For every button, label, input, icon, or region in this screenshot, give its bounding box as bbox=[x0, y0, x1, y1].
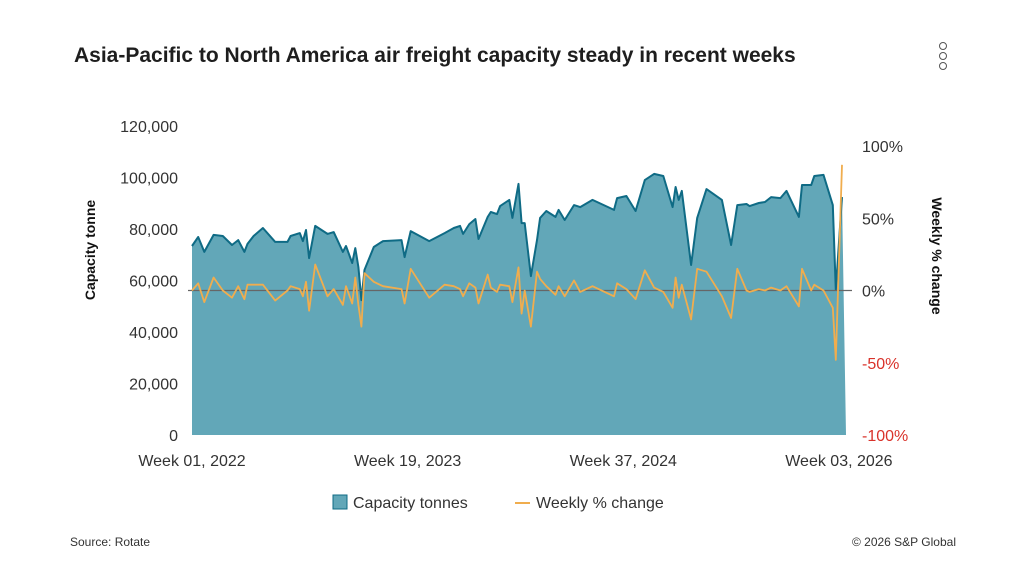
x-tick-label: Week 37, 2024 bbox=[570, 453, 677, 470]
capacity-line bbox=[191, 172, 843, 302]
source-note: Source: Rotate bbox=[70, 535, 151, 549]
legend-label-capacity: Capacity tonnes bbox=[353, 495, 468, 512]
y-right-axis-title: Weekly % change bbox=[929, 197, 945, 314]
y-right-tick-label: 100% bbox=[862, 139, 903, 156]
more-options-icon[interactable] bbox=[936, 42, 950, 70]
y-left-tick-label: 80,000 bbox=[129, 222, 178, 239]
y-left-axis-title: Capacity tonne bbox=[82, 200, 98, 301]
y-left-tick-label: 60,000 bbox=[129, 274, 178, 291]
chart-title: Asia-Pacific to North America air freigh… bbox=[74, 44, 796, 67]
copyright: © 2026 S&P Global bbox=[851, 535, 956, 549]
x-tick-label: Week 01, 2022 bbox=[138, 453, 245, 470]
y-right-tick-label: 0% bbox=[862, 284, 885, 301]
y-left-tick-label: 100,000 bbox=[120, 171, 178, 188]
y-right-tick-label: -50% bbox=[862, 356, 899, 373]
y-left-tick-label: 0 bbox=[169, 428, 178, 445]
legend-label-weekly-change: Weekly % change bbox=[536, 495, 664, 512]
x-tick-label: Week 19, 2023 bbox=[354, 453, 461, 470]
y-left-tick-label: 120,000 bbox=[120, 119, 178, 136]
y-right-tick-label: 50% bbox=[862, 211, 894, 228]
y-left-tick-label: 20,000 bbox=[129, 377, 178, 394]
capacity-area bbox=[192, 173, 846, 435]
x-tick-label: Week 03, 2026 bbox=[785, 453, 892, 470]
weekly-change-line bbox=[191, 164, 843, 361]
y-left-tick-label: 40,000 bbox=[129, 325, 178, 342]
y-right-tick-label: -100% bbox=[862, 428, 908, 445]
legend-swatch-capacity bbox=[332, 494, 348, 510]
